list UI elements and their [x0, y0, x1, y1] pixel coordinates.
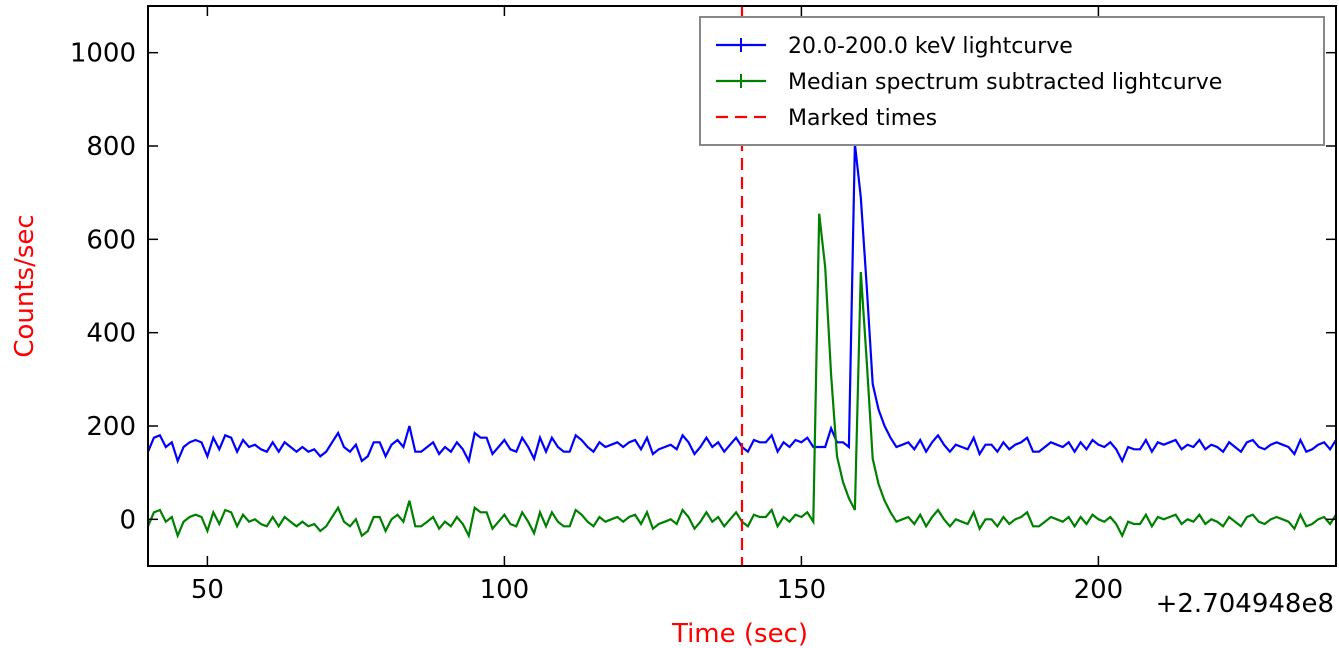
x-axis: 50 100 150 200	[191, 6, 1123, 605]
y-axis-label: Counts/sec	[10, 214, 40, 357]
legend-label: 20.0-200.0 keV lightcurve	[788, 34, 1073, 59]
x-tick-label: 100	[480, 575, 530, 605]
y-tick-label: 600	[86, 225, 136, 255]
y-tick-label: 0	[119, 505, 136, 535]
x-tick-label: 50	[191, 575, 224, 605]
x-tick-label: 200	[1074, 575, 1124, 605]
plot-frame	[147, 5, 1337, 567]
plot-area	[147, 5, 1337, 567]
legend-label: Marked times	[788, 106, 937, 131]
y-tick-label: 200	[86, 412, 136, 442]
x-tick-label: 150	[777, 575, 827, 605]
y-tick-label: 800	[86, 132, 136, 162]
y-tick-label: 400	[86, 319, 136, 349]
legend: 20.0-200.0 keV lightcurve Median spectrum…	[699, 16, 1325, 146]
y-axis: 0 200 400 600 800 1000	[70, 39, 1336, 535]
x-axis-label: Time (sec)	[671, 619, 808, 648]
legend-label: Median spectrum subtracted lightcurve	[788, 70, 1222, 95]
legend-box	[699, 16, 1325, 146]
x-axis-offset-label: +2.704948e8	[1156, 589, 1334, 619]
y-tick-label: 1000	[70, 39, 136, 69]
